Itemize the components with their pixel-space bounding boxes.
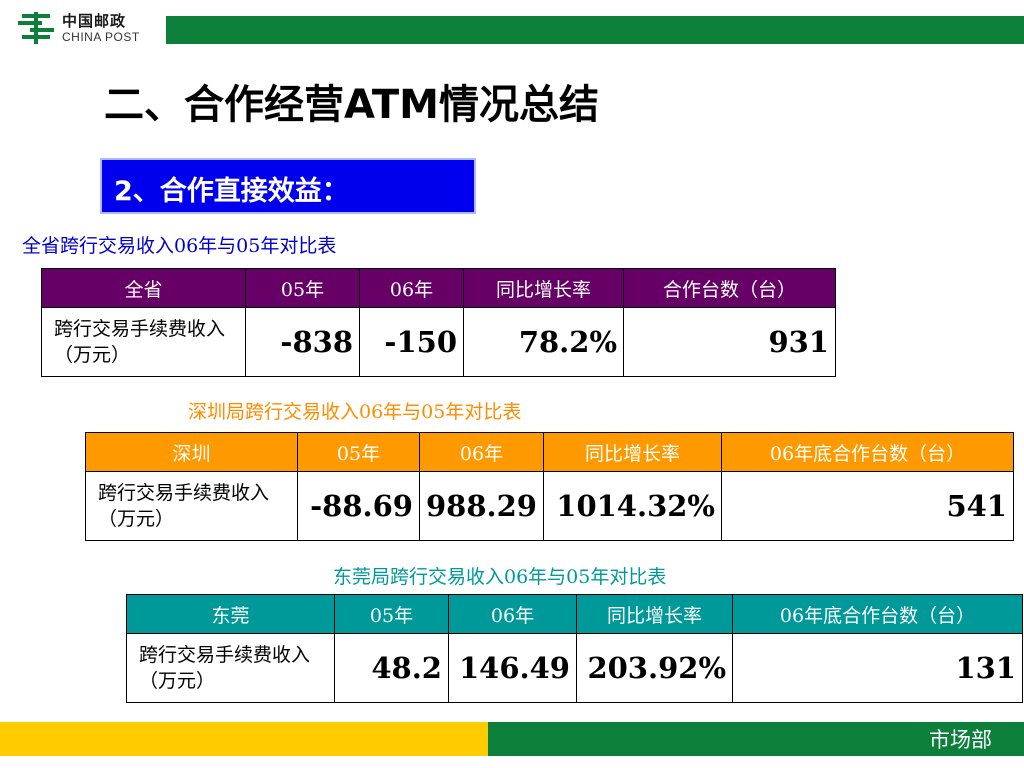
atm-count: 931 [623, 307, 836, 377]
footer-department: 市场部 [929, 728, 992, 752]
row-label: 跨行交易手续费收入（万元） [126, 633, 335, 703]
value-2006: -150 [359, 307, 464, 377]
header-cell: 同比增长率 [543, 432, 722, 472]
header-cell: 06年 [359, 268, 464, 308]
value-2006: 988.29 [419, 471, 544, 541]
header-cell: 06年 [448, 594, 577, 634]
header-cell: 05年 [245, 268, 360, 308]
section-heading-box: 2、合作直接效益： [100, 158, 476, 214]
growth-rate: 203.92% [576, 633, 733, 703]
table-row: 跨行交易手续费收入（万元） -88.69 988.29 1014.32% 541 [85, 471, 1014, 541]
header-cell: 05年 [297, 432, 420, 472]
header-cell: 东莞 [126, 594, 335, 634]
value-2005: -88.69 [297, 471, 420, 541]
table-row: 跨行交易手续费收入（万元） -838 -150 78.2% 931 [41, 307, 836, 377]
footer-yellow-bar [0, 722, 488, 756]
table-caption-dongguan: 东莞局跨行交易收入06年与05年对比表 [333, 566, 667, 588]
growth-rate: 1014.32% [543, 471, 722, 541]
section-heading: 2、合作直接效益： [114, 176, 349, 207]
header-cell: 同比增长率 [463, 268, 624, 308]
china-post-logo: 中国邮政 CHINA POST [18, 8, 148, 48]
table-caption-province: 全省跨行交易收入06年与05年对比表 [22, 235, 337, 257]
table-row: 跨行交易手续费收入（万元） 48.2 146.49 203.92% 131 [126, 633, 1023, 703]
province-comparison-table: 全省 05年 06年 同比增长率 合作台数（台） 跨行交易手续费收入（万元） -… [41, 268, 836, 377]
value-2006: 146.49 [448, 633, 577, 703]
header-cell: 06年底合作台数（台） [721, 432, 1014, 472]
logo-chinese-name: 中国邮政 [62, 12, 127, 30]
atm-count: 131 [732, 633, 1023, 703]
atm-count: 541 [721, 471, 1014, 541]
table-header-row: 深圳 05年 06年 同比增长率 06年底合作台数（台） [85, 432, 1014, 472]
shenzhen-comparison-table: 深圳 05年 06年 同比增长率 06年底合作台数（台） 跨行交易手续费收入（万… [85, 432, 1014, 541]
table-caption-shenzhen: 深圳局跨行交易收入06年与05年对比表 [188, 401, 522, 423]
header-green-bar [166, 16, 1024, 44]
value-2005: -838 [245, 307, 360, 377]
table-header-row: 东莞 05年 06年 同比增长率 06年底合作台数（台） [126, 594, 1023, 634]
china-post-emblem-icon [18, 12, 54, 44]
header-cell: 深圳 [85, 432, 298, 472]
growth-rate: 78.2% [463, 307, 624, 377]
header-cell: 06年 [419, 432, 544, 472]
header-cell: 05年 [334, 594, 449, 634]
logo-english-name: CHINA POST [62, 30, 140, 44]
dongguan-comparison-table: 东莞 05年 06年 同比增长率 06年底合作台数（台） 跨行交易手续费收入（万… [126, 594, 1023, 703]
footer-green-bar [488, 722, 1024, 756]
header-cell: 合作台数（台） [623, 268, 836, 308]
page-title: 二、合作经营ATM情况总结 [104, 82, 599, 128]
value-2005: 48.2 [334, 633, 449, 703]
row-label: 跨行交易手续费收入（万元） [85, 471, 298, 541]
header-cell: 全省 [41, 268, 246, 308]
row-label: 跨行交易手续费收入（万元） [41, 307, 246, 377]
header-cell: 同比增长率 [576, 594, 733, 634]
header-cell: 06年底合作台数（台） [732, 594, 1023, 634]
table-header-row: 全省 05年 06年 同比增长率 合作台数（台） [41, 268, 836, 308]
